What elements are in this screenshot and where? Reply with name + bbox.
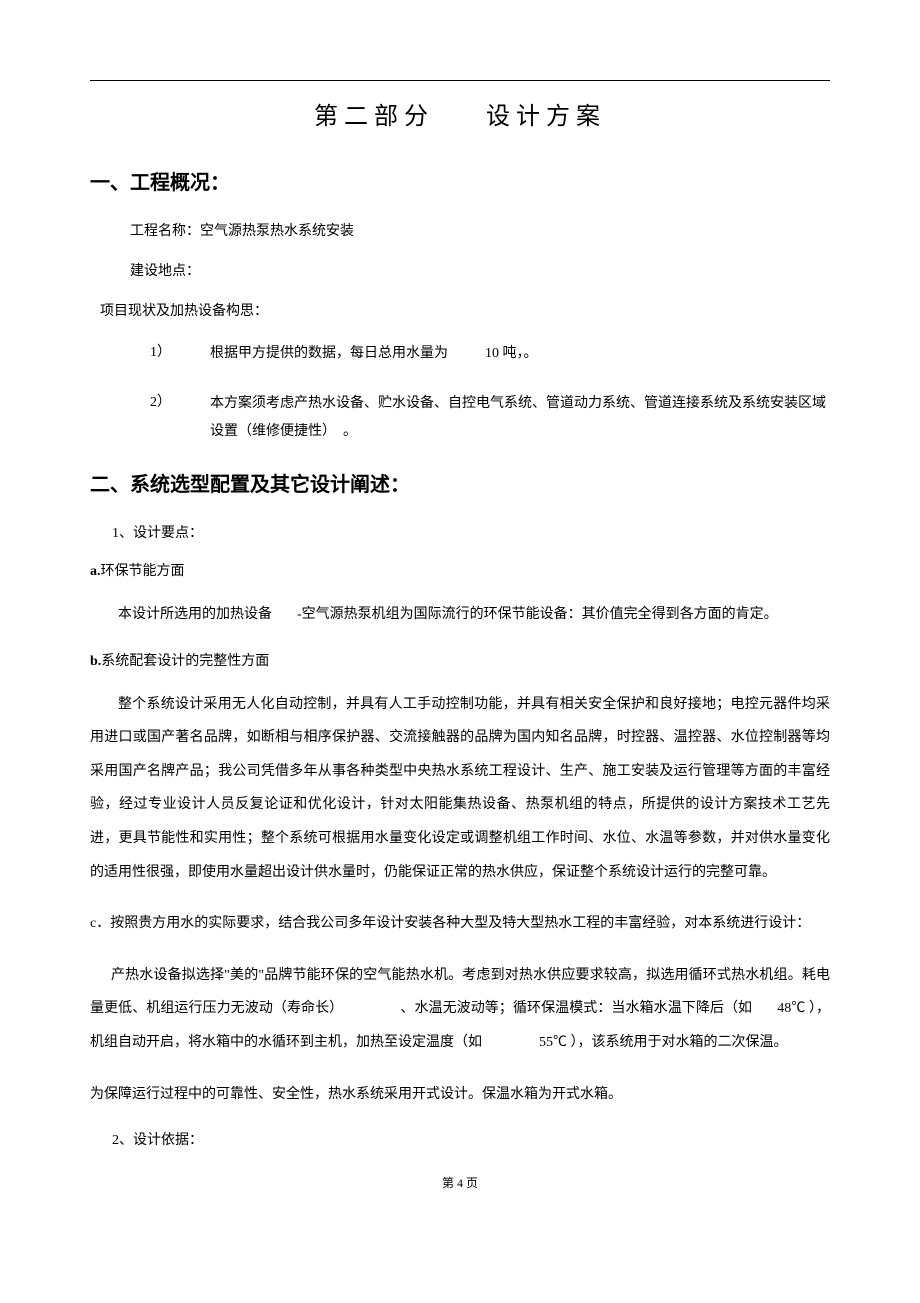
item1-text-pre: 根据甲方提供的数据，每日总用水量为 [210,346,448,361]
list-item-1: 1） 根据甲方提供的数据，每日总用水量为 10 吨，。 [150,340,830,368]
project-status-label: 项目现状及加热设备构思： [100,300,830,320]
c-title: ．按照贵方用水的实际要求，结合我公司多年设计安装各种大型及特大型热水工程的丰富经… [96,916,810,931]
section2-heading: 二、系统选型配置及其它设计阐述： [90,468,830,497]
a-body-post: -空气源热泵机组为国际流行的环保节能设备：其价值完全得到各方面的肯定。 [297,607,778,622]
a-body: 本设计所选用的加热设备 -空气源热泵机组为国际流行的环保节能设备：其价值完全得到… [90,598,830,632]
list-marker: 1） [150,340,185,368]
c-seg4: ），该系统用于对水箱的二次保温。 [571,1035,788,1050]
list-content: 根据甲方提供的数据，每日总用水量为 10 吨，。 [210,340,830,368]
c-seg2: 、水温无波动等；循环保温模式：当水箱水温下降后（如 [400,1001,752,1016]
sub2-label: 2、设计依据： [112,1129,830,1149]
list-item-2: 2） 本方案须考虑产热水设备、贮水设备、自控电气系统、管道动力系统、管道连接系统… [150,390,830,446]
title-part2: 设计方案 [486,104,606,130]
a-body-pre: 本设计所选用的加热设备 [118,607,272,622]
section1-heading: 一、工程概况： [90,166,830,195]
c-body2: 为保障运行过程中的可靠性、安全性，热水系统采用开式设计。保温水箱为开式水箱。 [90,1078,830,1112]
b-title: 系统配套设计的完整性方面 [101,654,269,669]
subsection-c: c．按照贵方用水的实际要求，结合我公司多年设计安装各种大型及特大型热水工程的丰富… [90,907,830,941]
b-body: 整个系统设计采用无人化自动控制，并具有人工手动控制功能，并具有相关安全保护和良好… [90,688,830,890]
a-title: 环保节能方面 [101,564,185,579]
item1-text-post: 10 吨，。 [485,346,538,361]
construction-location: 建设地点： [130,260,830,280]
main-title: 第二部分 设计方案 [90,96,830,131]
header-divider [90,80,830,81]
subsection-b: b.系统配套设计的完整性方面 [90,650,830,670]
c-body: 产热水设备拟选择"美的"品牌节能环保的空气能热水机。考虑到对热水供应要求较高，拟… [90,959,830,1060]
c-temp2: 55℃ [539,1035,567,1050]
list-content: 本方案须考虑产热水设备、贮水设备、自控电气系统、管道动力系统、管道连接系统及系统… [210,390,830,446]
prefix-b: b. [90,654,101,669]
list-marker: 2） [150,390,185,446]
title-part1: 第二部分 [314,104,434,130]
prefix-a: a. [90,564,101,579]
sub1-label: 1、设计要点： [112,522,830,542]
subsection-a: a.环保节能方面 [90,560,830,580]
page-number: 第 4 页 [90,1174,830,1191]
project-name: 工程名称：空气源热泵热水系统安装 [130,220,830,240]
c-temp1: 48℃ [777,1001,805,1016]
